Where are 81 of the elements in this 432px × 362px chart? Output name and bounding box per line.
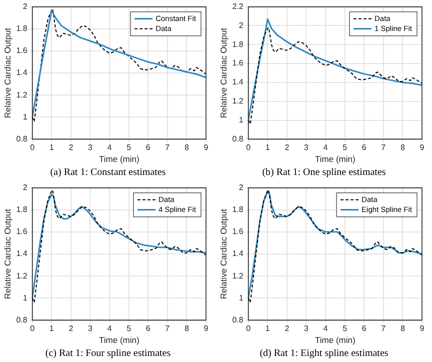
- x-tick-label: 7: [165, 324, 170, 334]
- x-tick-label: 9: [420, 324, 425, 334]
- y-tick-label: 1.4: [16, 68, 28, 78]
- x-tick-label: 3: [304, 143, 309, 152]
- x-tick-label: 2: [284, 324, 290, 334]
- text: (c) Rat 1: Four spline estimates: [44, 347, 172, 361]
- x-tick-label: 2: [68, 143, 74, 152]
- text: (b) Rat 1: One spline estimates: [261, 166, 387, 180]
- y-tick-label: 2: [22, 2, 28, 12]
- x-tick-label: 6: [146, 324, 151, 334]
- y-axis-title: Relative Cardiac Output: [218, 27, 228, 118]
- x-tick-label: 8: [184, 143, 190, 152]
- y-tick-label: 1.2: [16, 271, 28, 280]
- y-tick-label: 1.2: [16, 90, 28, 100]
- x-tick-label: 0: [30, 143, 36, 152]
- y-tick-label: 2: [238, 20, 244, 30]
- y-tick-label: 1.6: [16, 227, 28, 236]
- x-axis-title: Time (min): [315, 335, 356, 346]
- x-tick-label: 2: [68, 324, 74, 334]
- x-tick-label: 9: [204, 143, 209, 152]
- y-tick-label: 1.6: [232, 58, 244, 68]
- x-tick-label: 4: [107, 143, 112, 152]
- y-tick-label: 1.4: [232, 78, 244, 87]
- x-tick-label: 1: [265, 324, 270, 334]
- x-tick-label: 1: [49, 324, 54, 334]
- y-tick-label: 0.8: [232, 134, 244, 144]
- y-tick-label: 1.8: [232, 40, 244, 49]
- x-tick-label: 2: [284, 143, 290, 152]
- x-tick-label: 5: [342, 324, 348, 334]
- y-tick-label: 1.4: [16, 249, 28, 258]
- text: (a) Rat 1: Constant estimates: [49, 166, 167, 180]
- x-axis-title: Time (min): [99, 335, 140, 346]
- x-tick-label: 4: [107, 324, 112, 334]
- y-tick-label: 2.2: [232, 2, 244, 12]
- x-axis-title: Time (min): [99, 154, 140, 164]
- y-tick-label: 0.8: [16, 134, 28, 144]
- x-tick-label: 7: [381, 324, 386, 334]
- x-tick-label: 6: [362, 324, 367, 334]
- y-tick-label: 1: [238, 115, 244, 124]
- x-tick-label: 8: [400, 143, 406, 152]
- x-tick-label: 1: [265, 143, 270, 152]
- x-tick-label: 5: [342, 143, 348, 152]
- y-tick-label: 1: [238, 293, 244, 302]
- y-axis-title: Relative Cardiac Output: [218, 208, 228, 300]
- x-tick-label: 7: [381, 143, 386, 152]
- x-tick-label: 0: [246, 143, 252, 152]
- x-tick-label: 8: [184, 324, 190, 334]
- x-tick-label: 0: [246, 324, 252, 334]
- y-tick-label: 1.2: [232, 271, 244, 280]
- y-tick-label: 1.6: [16, 46, 28, 56]
- x-tick-label: 0: [30, 324, 36, 334]
- x-tick-label: 7: [165, 143, 170, 152]
- y-tick-label: 2: [238, 183, 244, 192]
- x-tick-label: 9: [420, 143, 425, 152]
- y-tick-label: 0.8: [232, 315, 244, 324]
- x-tick-label: 3: [88, 324, 93, 334]
- y-tick-label: 1.8: [232, 205, 244, 214]
- x-tick-label: 9: [204, 324, 209, 334]
- x-tick-label: 6: [362, 143, 367, 152]
- y-tick-label: 2: [22, 183, 28, 192]
- y-tick-label: 1.4: [232, 249, 244, 258]
- x-tick-label: 5: [126, 143, 132, 152]
- x-tick-label: 5: [126, 324, 132, 334]
- y-tick-label: 1.8: [16, 24, 28, 34]
- y-axis-title: Relative Cardiac Output: [2, 208, 12, 300]
- y-tick-label: 1.6: [232, 227, 244, 236]
- y-tick-label: 1.2: [232, 96, 244, 106]
- x-tick-label: 3: [304, 324, 309, 334]
- y-tick-label: 1: [22, 112, 28, 122]
- x-tick-label: 4: [323, 324, 328, 334]
- x-tick-label: 3: [88, 143, 93, 152]
- x-tick-label: 1: [49, 143, 54, 152]
- y-axis-title: Relative Cardiac Output: [2, 27, 12, 118]
- y-tick-label: 0.8: [16, 315, 28, 324]
- x-tick-label: 8: [400, 324, 406, 334]
- y-tick-label: 1: [22, 293, 28, 302]
- y-tick-label: 1.8: [16, 205, 28, 214]
- text: (d) Rat 1: Eight spline estimates: [258, 347, 390, 361]
- x-tick-label: 4: [323, 143, 328, 152]
- x-axis-title: Time (min): [315, 154, 356, 164]
- x-tick-label: 6: [146, 143, 151, 152]
